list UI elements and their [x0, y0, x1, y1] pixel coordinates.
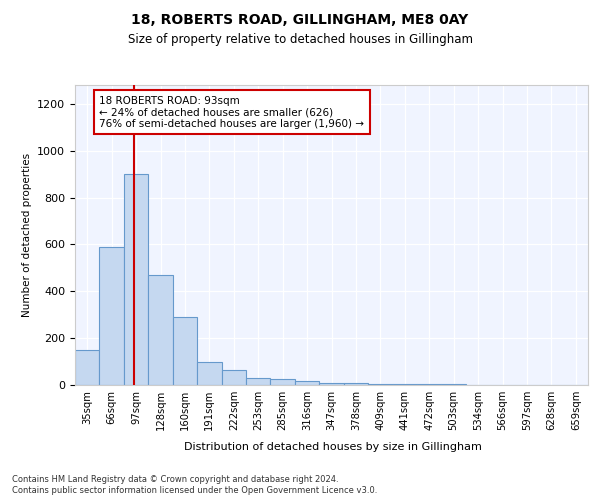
Bar: [271, 379, 295, 385]
Bar: [442, 384, 466, 385]
Bar: [417, 384, 442, 385]
Bar: [100, 246, 124, 385]
Bar: [75, 350, 100, 385]
Text: Size of property relative to detached houses in Gillingham: Size of property relative to detached ho…: [128, 32, 473, 46]
Bar: [319, 382, 344, 385]
Text: Distribution of detached houses by size in Gillingham: Distribution of detached houses by size …: [184, 442, 482, 452]
Y-axis label: Number of detached properties: Number of detached properties: [22, 153, 32, 317]
Bar: [392, 384, 417, 385]
Text: Contains HM Land Registry data © Crown copyright and database right 2024.: Contains HM Land Registry data © Crown c…: [12, 475, 338, 484]
Text: 18 ROBERTS ROAD: 93sqm
← 24% of detached houses are smaller (626)
76% of semi-de: 18 ROBERTS ROAD: 93sqm ← 24% of detached…: [100, 96, 364, 128]
Bar: [221, 370, 246, 385]
Bar: [124, 174, 148, 385]
Bar: [197, 362, 221, 385]
Bar: [295, 382, 319, 385]
Bar: [368, 384, 392, 385]
Text: Contains public sector information licensed under the Open Government Licence v3: Contains public sector information licen…: [12, 486, 377, 495]
Text: 18, ROBERTS ROAD, GILLINGHAM, ME8 0AY: 18, ROBERTS ROAD, GILLINGHAM, ME8 0AY: [131, 12, 469, 26]
Bar: [148, 275, 173, 385]
Bar: [344, 384, 368, 385]
Bar: [173, 317, 197, 385]
Bar: [246, 378, 271, 385]
